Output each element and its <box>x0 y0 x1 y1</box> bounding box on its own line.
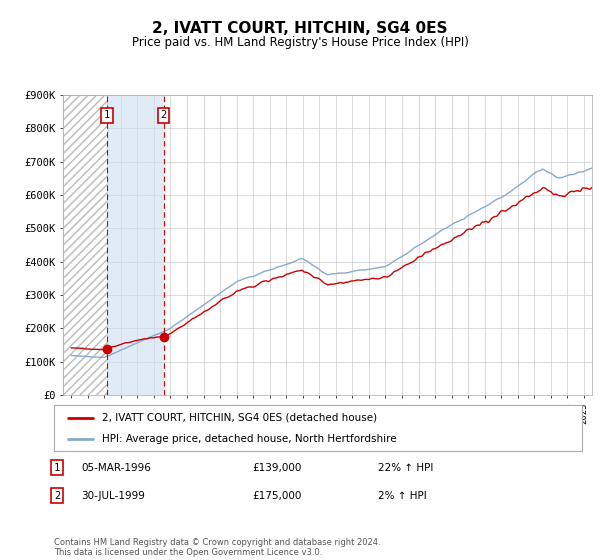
Text: 05-MAR-1996: 05-MAR-1996 <box>81 463 151 473</box>
Text: £175,000: £175,000 <box>252 491 301 501</box>
Text: 2, IVATT COURT, HITCHIN, SG4 0ES: 2, IVATT COURT, HITCHIN, SG4 0ES <box>152 21 448 36</box>
Text: Price paid vs. HM Land Registry's House Price Index (HPI): Price paid vs. HM Land Registry's House … <box>131 36 469 49</box>
Bar <box>107 95 164 395</box>
Text: Contains HM Land Registry data © Crown copyright and database right 2024.
This d: Contains HM Land Registry data © Crown c… <box>54 538 380 557</box>
Text: 1: 1 <box>104 110 110 120</box>
Text: 2: 2 <box>160 110 167 120</box>
Text: 30-JUL-1999: 30-JUL-1999 <box>81 491 145 501</box>
Text: HPI: Average price, detached house, North Hertfordshire: HPI: Average price, detached house, Nort… <box>101 435 396 444</box>
Text: £139,000: £139,000 <box>252 463 301 473</box>
Text: 2: 2 <box>54 491 60 501</box>
Text: 2, IVATT COURT, HITCHIN, SG4 0ES (detached house): 2, IVATT COURT, HITCHIN, SG4 0ES (detach… <box>101 413 377 423</box>
Bar <box>63 95 107 395</box>
Text: 22% ↑ HPI: 22% ↑ HPI <box>378 463 433 473</box>
Text: 1: 1 <box>54 463 60 473</box>
Text: 2% ↑ HPI: 2% ↑ HPI <box>378 491 427 501</box>
